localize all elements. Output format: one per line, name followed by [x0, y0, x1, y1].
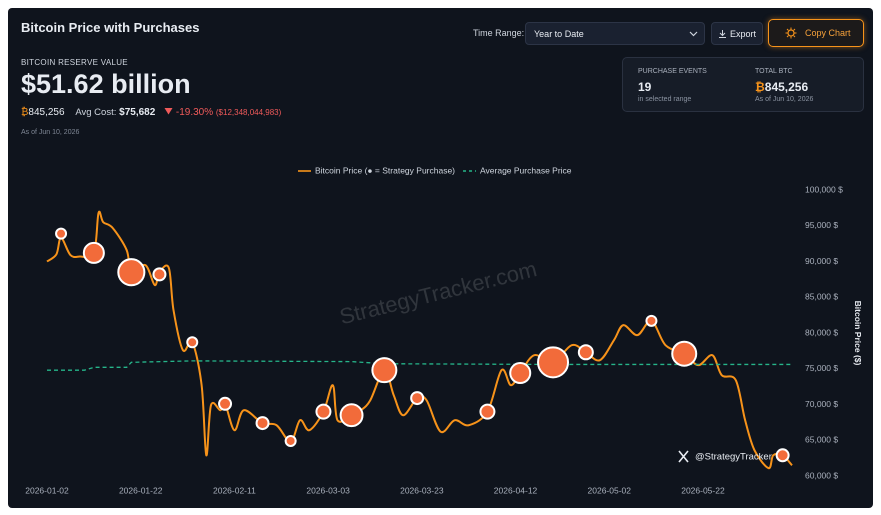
- purchase-marker: [371, 357, 398, 384]
- legend-label: Average Purchase Price: [480, 165, 572, 175]
- events-note: in selected range: [638, 96, 692, 103]
- time-range-value: Year to Date: [534, 29, 584, 39]
- purchase-marker: [671, 340, 698, 367]
- y-tick-label: 85,000 $: [805, 292, 838, 302]
- purchase-marker: [117, 258, 146, 287]
- purchase-marker: [509, 362, 532, 385]
- x-tick-label: 2026-05-02: [588, 485, 632, 495]
- y-tick-label: 65,000 $: [805, 435, 838, 445]
- purchase-marker: [410, 391, 425, 406]
- y-tick-label: 95,000 $: [805, 220, 838, 230]
- btc-label: TOTAL BTC: [755, 68, 793, 75]
- btc-symbol: ₿: [755, 80, 765, 94]
- purchase-marker: [315, 403, 332, 420]
- purchase-marker: [186, 336, 199, 349]
- purchase-marker: [255, 416, 270, 431]
- x-tick-label: 2026-02-11: [213, 485, 256, 495]
- btc-holdings: ₿845,256 Avg Cost: $75,682 -19.30% ($12,…: [21, 107, 281, 118]
- title: Bitcoin Price with Purchases: [21, 20, 200, 35]
- y-tick-label: 60,000 $: [805, 470, 838, 480]
- legend-label: Bitcoin Price (● = Strategy Purchase): [315, 165, 455, 175]
- events-label: PURCHASE EVENTS: [638, 68, 707, 75]
- copy-chart-label: Copy Chart: [805, 28, 851, 38]
- btc-number: 845,256: [764, 80, 809, 94]
- avg-cost: $75,682: [119, 107, 156, 118]
- x-logo: [678, 450, 689, 463]
- export-button[interactable]: Export: [711, 22, 763, 45]
- x-tick-label: 2026-03-03: [306, 485, 350, 495]
- copy-chart-button[interactable]: Copy Chart: [768, 19, 864, 47]
- purchase-marker: [775, 448, 790, 463]
- y-tick-label: 75,000 $: [805, 363, 838, 373]
- export-icon: [719, 30, 726, 38]
- y-tick-label: 100,000 $: [805, 184, 843, 194]
- x-tick-label: 2026-01-22: [119, 485, 163, 495]
- x-tick-label: 2026-05-22: [681, 485, 725, 495]
- y-tick-label: 80,000 $: [805, 327, 838, 337]
- y-tick-label: 90,000 $: [805, 256, 838, 266]
- purchase-marker: [218, 396, 233, 411]
- change-pct: -19.30%: [175, 107, 214, 118]
- handle-text: @StrategyTracker: [695, 452, 772, 463]
- export-label: Export: [730, 29, 757, 39]
- down-arrow: [164, 108, 173, 115]
- purchase-marker: [645, 314, 658, 327]
- purchase-marker: [55, 227, 68, 240]
- y-axis-title: Bitcoin Price ($): [853, 301, 863, 366]
- panel: Bitcoin Price with Purchases Time Range:…: [8, 8, 873, 508]
- purchase-marker: [339, 403, 364, 428]
- legend: Bitcoin Price (● = Strategy Purchase) Ave…: [298, 165, 572, 175]
- time-range-label: Time Range:: [473, 28, 525, 38]
- btc-amount: 845,256: [28, 107, 65, 118]
- reserve-value: $51.62 billion: [21, 69, 191, 99]
- purchase-marker: [537, 346, 570, 379]
- copy-icon: [785, 27, 797, 39]
- purchase-marker: [152, 267, 167, 282]
- as-of: As of Jun 10, 2026: [21, 129, 80, 136]
- btc-symbol: ₿: [21, 107, 29, 118]
- purchase-marker: [82, 241, 105, 264]
- handle: @StrategyTracker: [678, 450, 772, 463]
- avg-cost-label: Avg Cost:: [75, 107, 117, 118]
- purchase-marker: [284, 434, 297, 447]
- events-value: 19: [638, 80, 652, 94]
- x-tick-label: 2026-03-23: [400, 485, 444, 495]
- x-tick-label: 2026-04-12: [494, 485, 538, 495]
- stats-box: PURCHASE EVENTS 19 in selected range TOT…: [622, 57, 864, 112]
- y-tick-label: 70,000 $: [805, 399, 838, 409]
- time-range-select[interactable]: Year to Date: [525, 22, 705, 45]
- average-line: [47, 360, 792, 371]
- btc-value: ₿845,256: [755, 80, 808, 94]
- x-tick-label: 2026-01-02: [25, 485, 69, 495]
- chevron: [689, 31, 698, 37]
- btc-note: As of Jun 10, 2026: [755, 96, 814, 103]
- purchase-marker: [479, 403, 496, 420]
- watermark: StrategyTracker.com: [337, 256, 539, 329]
- purchase-marker: [577, 344, 594, 361]
- reserve-label: BITCOIN RESERVE VALUE: [21, 58, 128, 67]
- change-usd: ($12,348,044,983): [215, 108, 282, 117]
- price-line: [46, 210, 793, 470]
